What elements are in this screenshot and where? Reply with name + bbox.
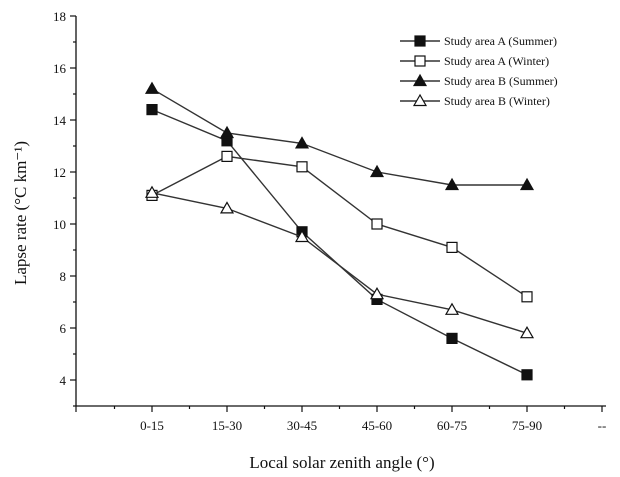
series-line (151, 88, 527, 186)
data-point (146, 103, 158, 116)
data-point (444, 302, 460, 315)
data-point (446, 332, 458, 344)
x-axis-ticks: 0-15 15-30 30-45 45-60 60-75 75-90 -- (75, 406, 607, 433)
y-tick-label: 12 (53, 165, 66, 180)
series-3 (144, 81, 535, 191)
y-axis-ticks: 4 6 8 10 12 14 16 18 (53, 9, 76, 407)
data-point (519, 177, 535, 191)
legend-marker (412, 93, 428, 107)
series-group (144, 81, 535, 381)
x-tick-label: 15-30 (212, 418, 242, 433)
x-tick-label: 30-45 (287, 418, 317, 433)
data-point (294, 229, 310, 243)
legend: Study area A (Summer) Study area A (Winte… (400, 34, 558, 108)
y-tick-label: 4 (60, 373, 67, 388)
data-point (144, 81, 160, 94)
data-point (371, 218, 383, 230)
x-tick-label: 60-75 (437, 418, 467, 433)
data-point (446, 241, 458, 253)
x-tick-label: -- (598, 418, 607, 433)
data-point (521, 291, 533, 303)
data-point (294, 136, 310, 149)
y-tick-label: 14 (53, 113, 67, 128)
legend-label: Study area A (Winter) (444, 54, 549, 68)
data-point (219, 201, 235, 214)
y-tick-label: 6 (60, 321, 67, 336)
data-point (521, 369, 533, 381)
y-tick-label: 8 (60, 269, 67, 284)
x-axis-label: Local solar zenith angle (°) (249, 453, 434, 472)
y-axis-label: Lapse rate (°C km⁻¹) (11, 141, 30, 285)
legend-item: Study area B (Winter) (400, 93, 550, 108)
y-tick-label: 16 (53, 61, 67, 76)
data-point (296, 161, 308, 173)
axes (75, 16, 606, 407)
series-line (151, 108, 528, 376)
legend-label: Study area A (Summer) (444, 34, 557, 48)
y-tick-label: 18 (53, 9, 66, 24)
legend-item: Study area A (Winter) (400, 54, 549, 68)
data-point (369, 286, 385, 300)
legend-marker (414, 55, 426, 67)
x-tick-label: 75-90 (512, 418, 542, 433)
series-4 (144, 185, 535, 339)
series-line (151, 192, 528, 334)
legend-item: Study area B (Summer) (400, 73, 558, 88)
legend-label: Study area B (Summer) (444, 74, 558, 88)
x-tick-label: 45-60 (362, 418, 392, 433)
legend-marker (412, 73, 428, 87)
data-point (221, 150, 233, 162)
y-tick-label: 10 (53, 217, 66, 232)
legend-marker (414, 35, 426, 47)
data-point (444, 177, 460, 191)
data-point (369, 164, 385, 178)
series-2 (146, 150, 533, 303)
data-point (144, 185, 160, 198)
x-tick-label: 0-15 (140, 418, 164, 433)
series-1 (146, 103, 533, 381)
data-point (219, 125, 235, 139)
legend-item: Study area A (Summer) (400, 34, 557, 48)
series-line (151, 155, 528, 298)
legend-label: Study area B (Winter) (444, 94, 550, 108)
data-point (519, 325, 535, 339)
